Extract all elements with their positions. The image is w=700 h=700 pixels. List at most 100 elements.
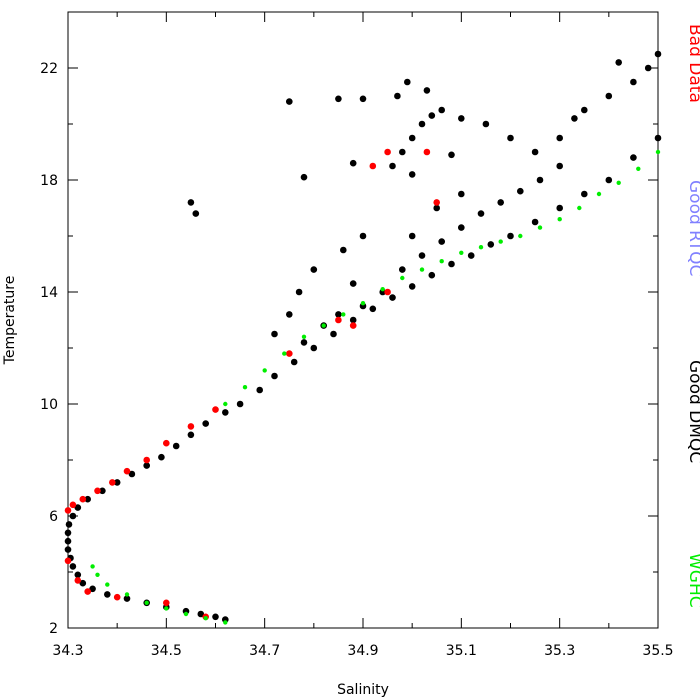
data-point <box>187 431 195 439</box>
data-point <box>418 120 426 128</box>
data-point <box>384 288 391 296</box>
ticks-layer <box>67 12 659 629</box>
data-point <box>290 358 298 366</box>
data-point <box>124 592 130 597</box>
data-point <box>349 159 357 167</box>
data-point <box>438 106 446 114</box>
data-point <box>286 311 293 318</box>
data-point <box>64 537 72 545</box>
data-point <box>448 151 455 159</box>
data-point <box>172 442 180 450</box>
y-tick-label: 10 <box>40 397 58 413</box>
data-point <box>64 507 72 514</box>
data-point <box>300 339 308 346</box>
series-bad-data <box>64 148 441 621</box>
data-point <box>295 288 303 296</box>
x-tick-label: 34.3 <box>52 643 83 659</box>
data-point <box>104 591 111 598</box>
data-point <box>109 479 116 486</box>
data-point <box>74 504 82 511</box>
data-point <box>192 210 200 217</box>
data-point <box>459 250 464 255</box>
data-point <box>223 620 228 625</box>
data-point <box>271 372 278 380</box>
y-tick-label: 18 <box>40 173 58 189</box>
data-point <box>408 134 416 142</box>
data-point <box>616 180 621 185</box>
data-point <box>256 386 264 394</box>
data-point <box>531 148 539 156</box>
data-point <box>335 316 342 324</box>
legend-item-wghc: WGHC <box>685 553 700 608</box>
legend-item-good-dmqc: Good DMQC <box>685 360 700 463</box>
data-point <box>615 59 622 66</box>
data-point <box>183 611 189 617</box>
data-point <box>64 546 72 553</box>
data-point <box>384 148 391 156</box>
data-point <box>271 330 278 338</box>
data-point <box>143 462 150 469</box>
data-point <box>458 115 465 122</box>
data-point <box>79 495 87 503</box>
data-point <box>123 467 131 475</box>
data-point <box>423 148 431 156</box>
data-point <box>531 218 539 226</box>
data-point <box>389 162 396 170</box>
data-point <box>262 368 267 373</box>
data-point <box>349 316 357 324</box>
data-point <box>577 205 582 211</box>
data-point <box>380 287 385 292</box>
data-point <box>419 267 425 272</box>
data-point <box>99 487 106 495</box>
data-point <box>458 224 465 231</box>
data-point <box>223 401 228 407</box>
data-point <box>236 400 244 408</box>
data-point <box>69 501 77 509</box>
data-point <box>90 564 95 569</box>
data-point <box>557 217 562 222</box>
data-point <box>369 162 377 170</box>
data-point <box>636 166 641 171</box>
data-point <box>428 112 436 119</box>
data-point <box>507 232 514 240</box>
data-point <box>630 154 637 161</box>
data-point <box>202 420 209 427</box>
y-tick-label: 14 <box>40 285 58 301</box>
data-point <box>197 610 205 618</box>
data-point <box>187 199 195 206</box>
data-point <box>498 239 503 244</box>
data-point <box>212 613 219 621</box>
data-point <box>399 148 406 156</box>
data-point <box>400 275 405 281</box>
data-point <box>64 529 72 537</box>
data-point <box>310 344 318 352</box>
legend: Bad Data Good RTQC Good DMQC WGHC <box>685 24 700 608</box>
data-point <box>507 134 514 142</box>
data-point <box>349 322 357 329</box>
data-point <box>654 134 662 142</box>
data-point <box>79 579 87 587</box>
y-tick-label: 6 <box>49 509 58 525</box>
data-point <box>467 252 475 259</box>
data-point <box>418 252 426 259</box>
data-point <box>286 98 293 105</box>
data-point <box>389 294 396 301</box>
data-point <box>518 233 523 239</box>
data-point <box>187 423 195 430</box>
data-point <box>439 259 444 264</box>
data-point <box>64 557 72 565</box>
data-point <box>113 593 121 601</box>
data-point <box>433 204 441 212</box>
data-point <box>630 78 637 86</box>
data-point <box>478 245 484 250</box>
x-tick-label: 35.3 <box>544 643 575 659</box>
data-point <box>482 120 490 128</box>
series-good-dmqc <box>64 50 662 623</box>
data-point <box>399 266 406 273</box>
data-point <box>497 199 505 206</box>
data-point <box>369 305 377 313</box>
data-point <box>448 260 455 268</box>
data-point <box>360 301 366 306</box>
data-point <box>143 456 150 464</box>
